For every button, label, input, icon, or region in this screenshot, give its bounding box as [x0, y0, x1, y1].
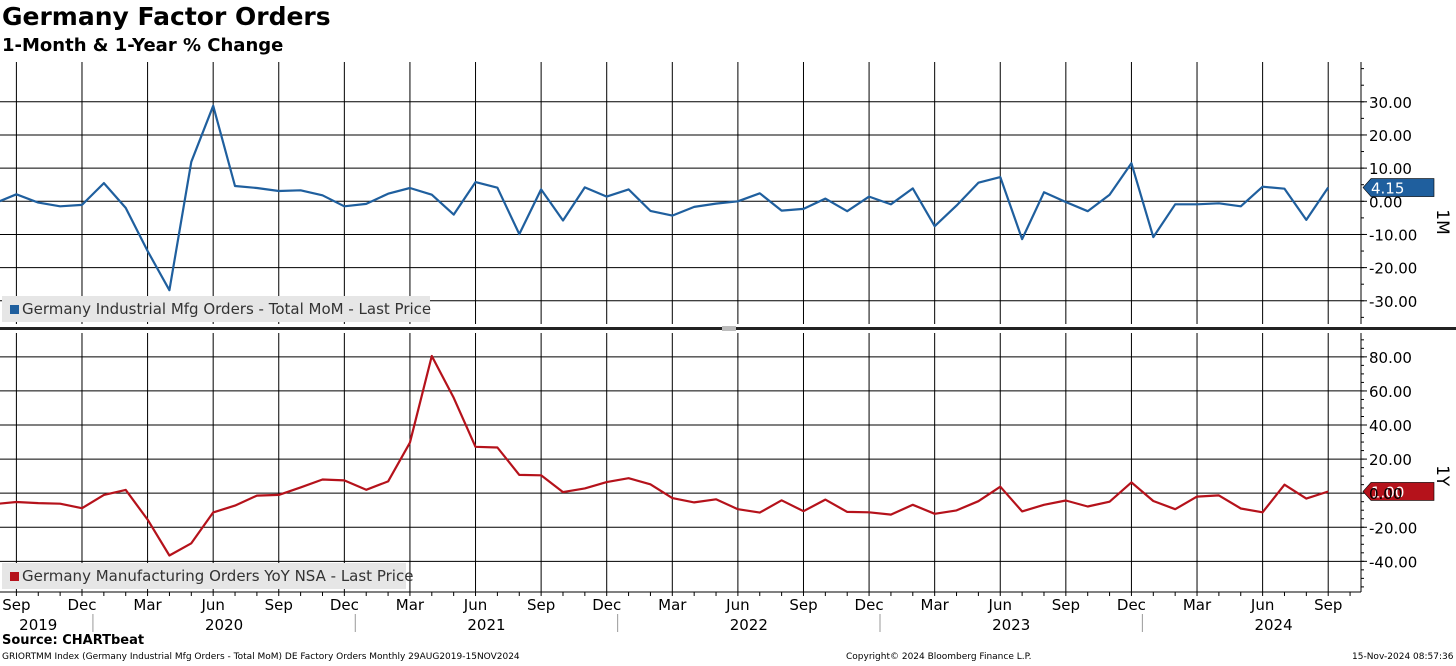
x-month-label: Jun	[200, 596, 224, 614]
x-year-label: 2020	[205, 616, 243, 634]
yoy-ytick-label: 60.00	[1369, 383, 1412, 401]
mom-ytick-label: 0.00	[1369, 193, 1402, 211]
yoy-legend-background	[2, 563, 406, 589]
x-month-label: Jun	[988, 596, 1012, 614]
x-month-label: Dec	[1117, 596, 1146, 614]
x-month-label: Sep	[789, 596, 817, 614]
x-month-label: Jun	[463, 596, 487, 614]
x-month-label: Jun	[725, 596, 749, 614]
x-month-label: Sep	[265, 596, 293, 614]
footer-description: GRIORTMM Index (Germany Industrial Mfg O…	[2, 652, 520, 662]
x-month-label: Mar	[1183, 596, 1212, 614]
x-month-label: Dec	[855, 596, 884, 614]
footer-timestamp: 15-Nov-2024 08:57:36	[1352, 652, 1454, 662]
mom-grid	[0, 62, 1367, 324]
footer-copyright: Copyright© 2024 Bloomberg Finance L.P.	[846, 652, 1032, 662]
x-month-label: Sep	[1314, 596, 1342, 614]
mom-legend-label: Germany Industrial Mfg Orders - Total Mo…	[22, 300, 431, 318]
yoy-panel: 1Y Germany Manufacturing Orders YoY NSA …	[0, 333, 1452, 592]
mom-ytick-label: -10.00	[1369, 226, 1417, 244]
yoy-legend: Germany Manufacturing Orders YoY NSA - L…	[2, 563, 413, 589]
mom-panel: 1M Germany Industrial Mfg Orders - Total…	[0, 62, 1452, 324]
yoy-ytick-label: 0.00	[1369, 485, 1402, 503]
x-axis: Sep Dec Mar Jun Sep Dec Mar Jun Sep Dec Mar Jun Sep D…	[0, 591, 1361, 634]
mom-legend-swatch	[10, 305, 19, 314]
x-year-label: 2021	[467, 616, 505, 634]
x-month-label: Jun	[1250, 596, 1274, 614]
mom-ytick-label: 30.00	[1369, 94, 1412, 112]
x-month-label: Sep	[2, 596, 30, 614]
yoy-grid	[0, 333, 1367, 592]
yoy-legend-swatch	[10, 572, 19, 581]
x-month-label: Sep	[527, 596, 555, 614]
yoy-last-value-tag: 1.00	[1362, 482, 1435, 501]
yoy-legend-label: Germany Manufacturing Orders YoY NSA - L…	[22, 567, 413, 585]
mom-ytick-label: -30.00	[1369, 293, 1417, 311]
x-year-label: 2024	[1254, 616, 1292, 634]
x-month-label: Dec	[330, 596, 359, 614]
yoy-last-value-marker	[1362, 482, 1435, 501]
panel-divider-handle	[722, 326, 736, 331]
x-month-label: Sep	[1052, 596, 1080, 614]
yoy-ytick-label: -40.00	[1369, 553, 1417, 571]
mom-last-value-label: 4.15	[1371, 180, 1404, 198]
mom-ytick-label: 10.00	[1369, 160, 1412, 178]
yoy-series-line	[0, 354, 1329, 557]
x-year-label: 2023	[992, 616, 1030, 634]
mom-last-value-marker	[1362, 178, 1435, 197]
yoy-ytick-label: 40.00	[1369, 417, 1412, 435]
mom-panel-label: 1M	[1432, 209, 1452, 234]
mom-series-line	[0, 104, 1330, 292]
yoy-ytick-label: 80.00	[1369, 349, 1412, 367]
yoy-panel-label: 1Y	[1432, 465, 1452, 487]
x-month-label: Mar	[133, 596, 162, 614]
yoy-ytick-label: -20.00	[1369, 519, 1417, 537]
yoy-ytick-label: 20.00	[1369, 451, 1412, 469]
source-note: Source: CHARTbeat	[2, 633, 145, 648]
x-year-label: 2019	[19, 616, 57, 634]
x-month-label: Mar	[921, 596, 950, 614]
mom-last-value-tag: 4.15	[1362, 178, 1435, 198]
x-month-label: Dec	[67, 596, 96, 614]
x-year-label: 2022	[730, 616, 768, 634]
yoy-last-value-label: 1.00	[1371, 483, 1404, 501]
x-month-label: Dec	[592, 596, 621, 614]
mom-ytick-label: -20.00	[1369, 260, 1417, 278]
mom-legend: Germany Industrial Mfg Orders - Total Mo…	[2, 296, 431, 322]
x-month-label: Mar	[396, 596, 425, 614]
chart-subtitle: 1-Month & 1-Year % Change	[2, 35, 284, 56]
mom-legend-background	[2, 296, 430, 322]
x-month-label: Mar	[658, 596, 687, 614]
mom-ytick-label: 20.00	[1369, 127, 1412, 145]
chart-title: Germany Factor Orders	[2, 2, 331, 31]
